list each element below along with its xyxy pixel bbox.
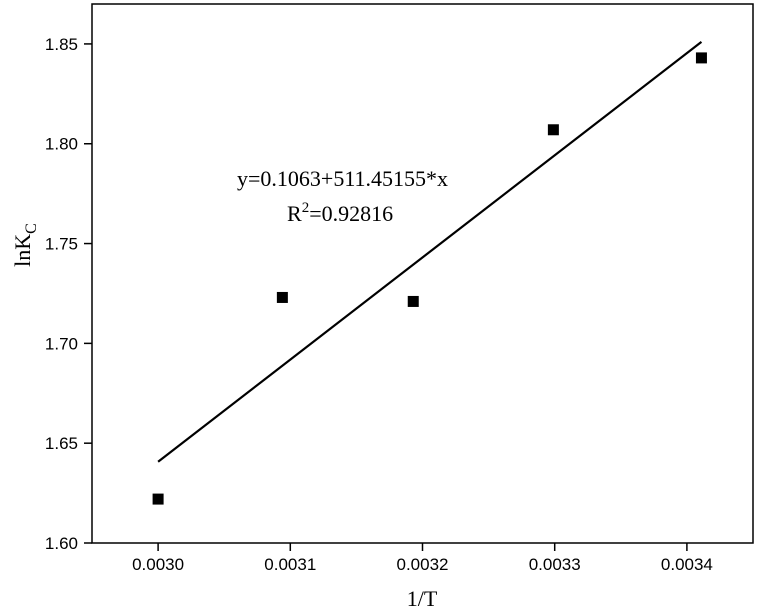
y-axis-title-main: lnK xyxy=(10,234,35,267)
x-axis-title: 1/T xyxy=(407,586,438,611)
r-squared: R2=0.92816 xyxy=(287,200,393,226)
y-tick-label: 1.65 xyxy=(45,434,78,453)
data-point xyxy=(547,124,559,136)
y-tick-label: 1.75 xyxy=(45,235,78,254)
r-squared-value: =0.92816 xyxy=(309,201,393,226)
fit-line xyxy=(157,41,703,463)
y-tick-label: 1.70 xyxy=(45,334,78,353)
y-axis-title-subscript: C xyxy=(23,223,40,234)
data-point xyxy=(276,291,288,303)
x-tick-label: 0.0034 xyxy=(661,555,713,574)
y-axis-ticks: 1.60 1.65 1.70 1.75 1.80 1.85 xyxy=(45,35,92,553)
plot-frame xyxy=(91,3,754,544)
y-axis-title: lnKC xyxy=(10,223,40,267)
y-tick-label: 1.80 xyxy=(45,135,78,154)
data-point xyxy=(152,493,164,505)
y-tick-label: 1.60 xyxy=(45,534,78,553)
data-point xyxy=(695,52,707,64)
fit-equation: y=0.1063+511.45155*x xyxy=(237,166,448,191)
data-point xyxy=(407,295,419,307)
fit-line-group xyxy=(157,41,703,463)
y-tick-label: 1.85 xyxy=(45,35,78,54)
x-tick-label: 0.0033 xyxy=(529,555,581,574)
x-tick-label: 0.0030 xyxy=(132,555,184,574)
data-points xyxy=(152,52,707,505)
x-axis-ticks: 0.0030 0.0031 0.0032 0.0033 0.0034 xyxy=(132,543,713,574)
r-squared-prefix: R xyxy=(287,201,302,226)
x-tick-label: 0.0032 xyxy=(397,555,449,574)
r-squared-superscript: 2 xyxy=(302,200,310,216)
x-tick-label: 0.0031 xyxy=(264,555,316,574)
